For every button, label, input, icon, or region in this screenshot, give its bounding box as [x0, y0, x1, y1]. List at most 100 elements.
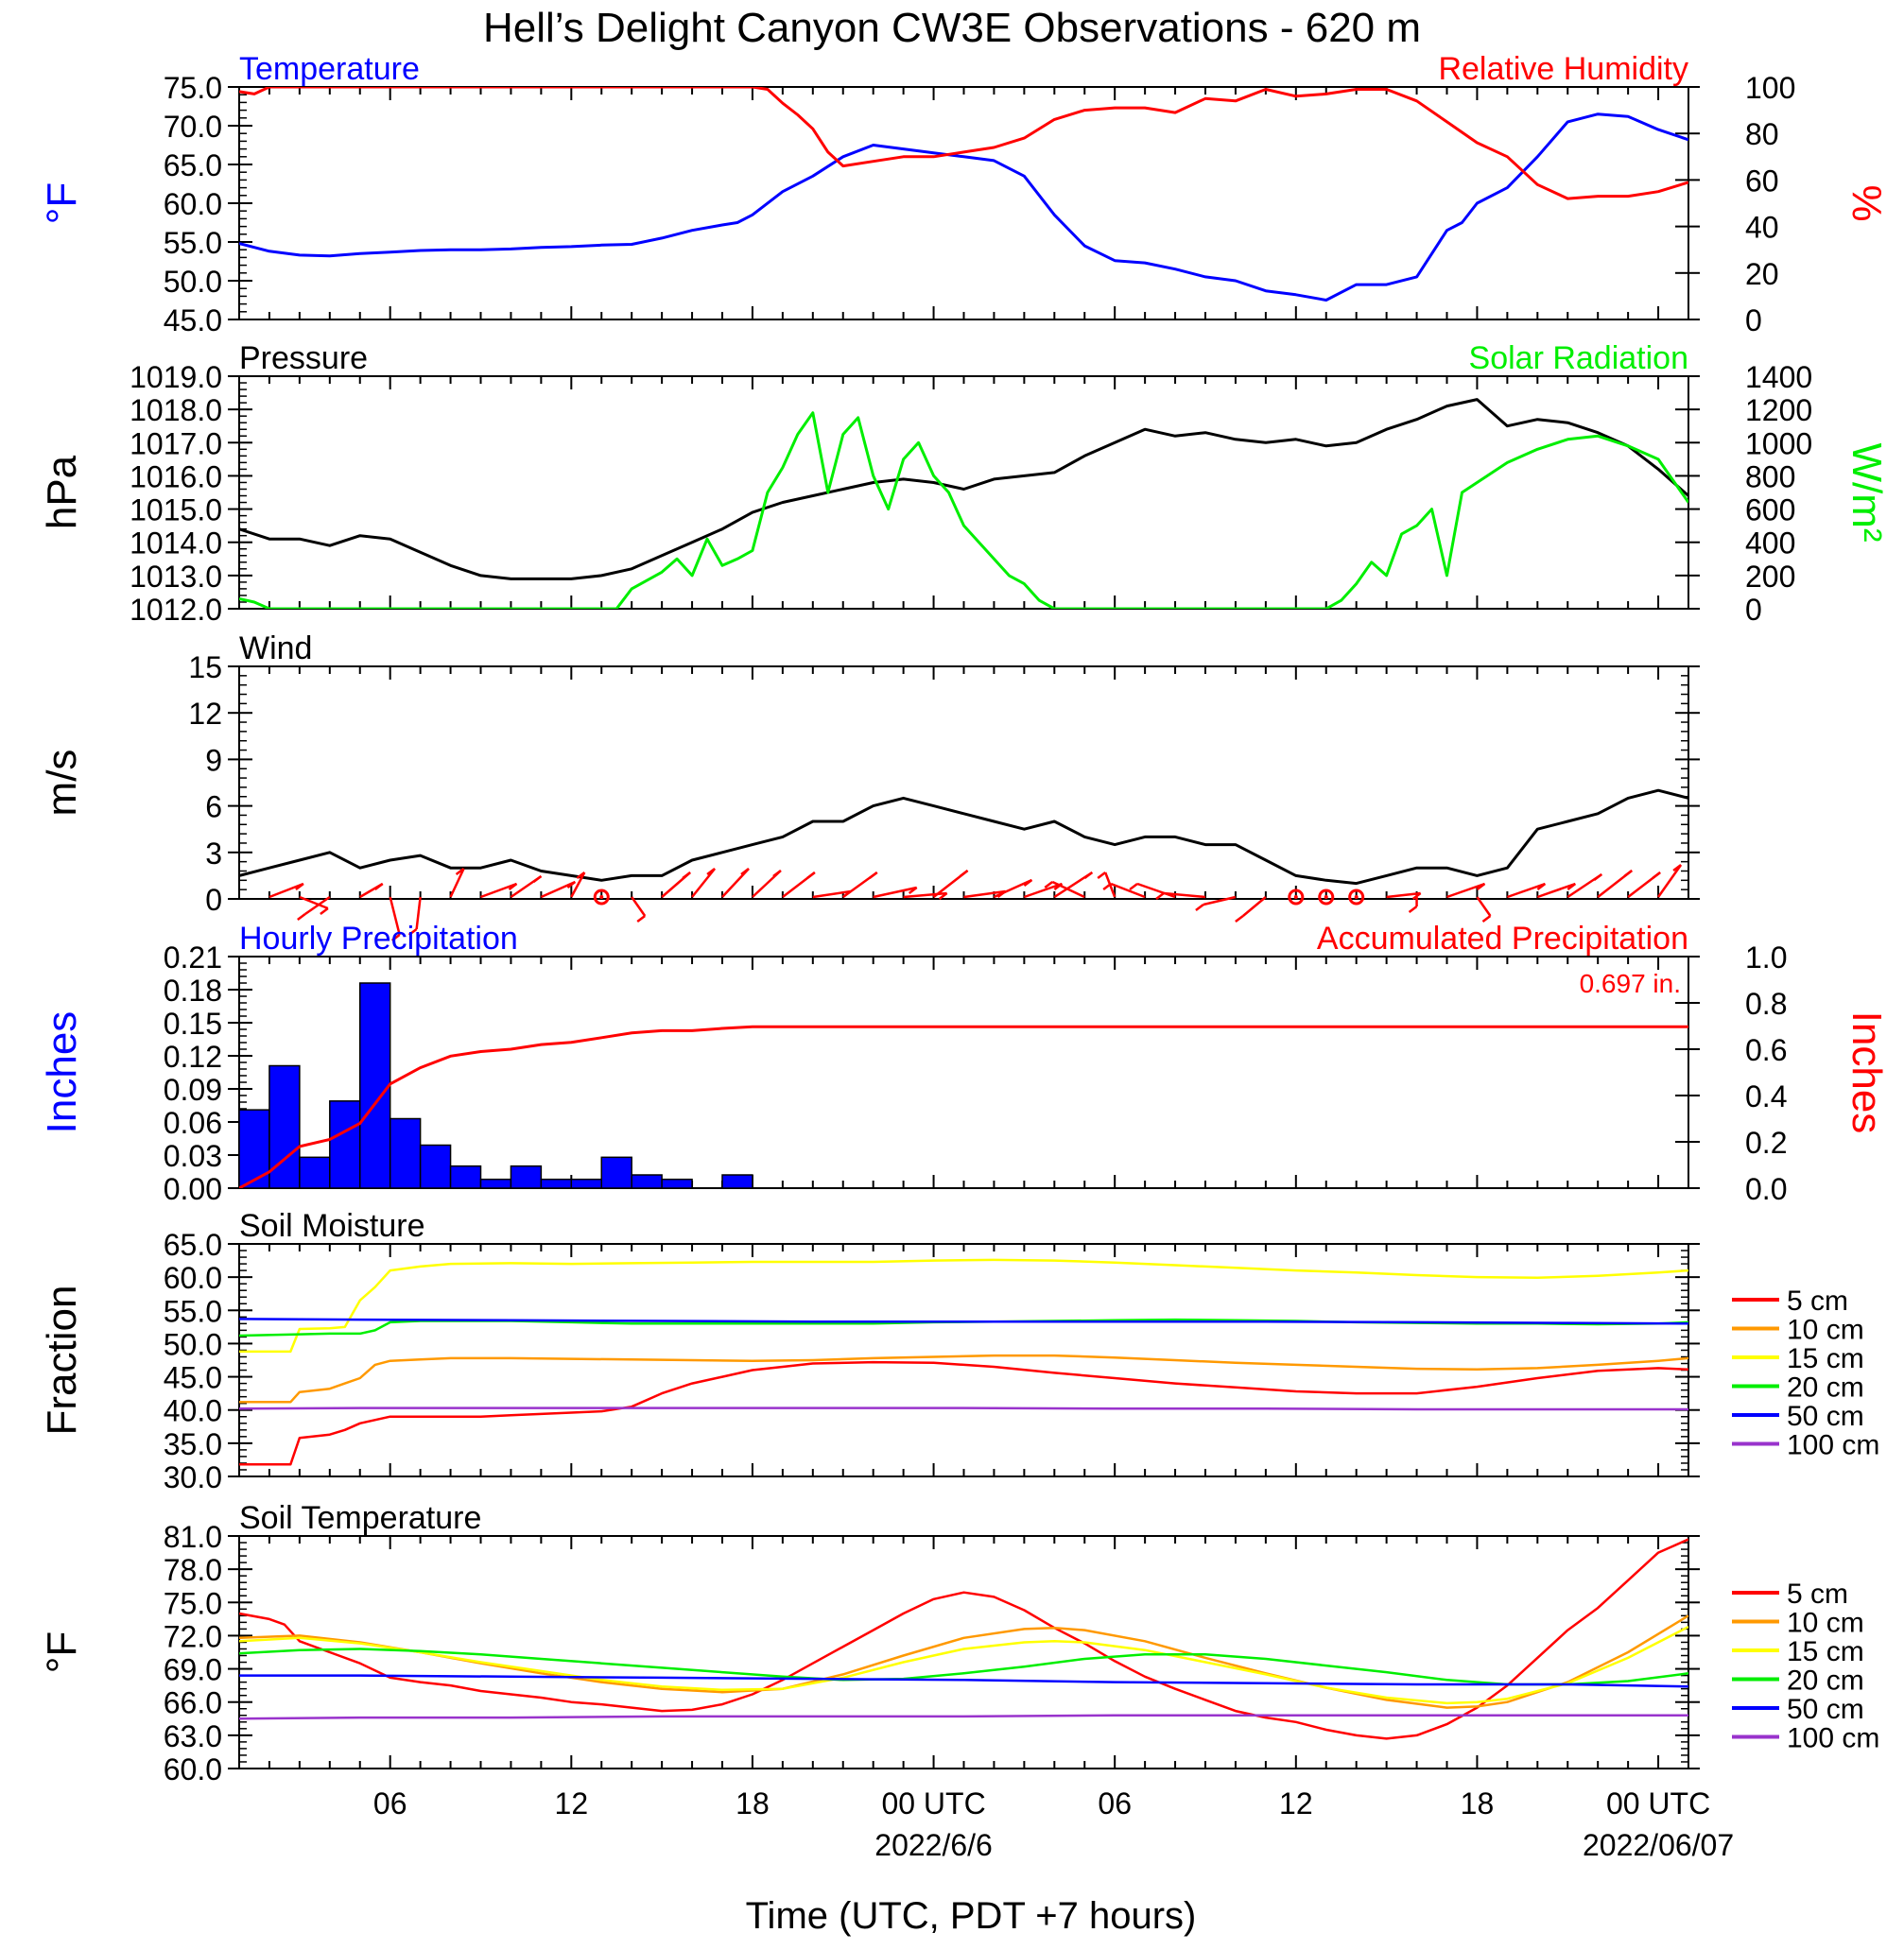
wind-barb — [540, 880, 576, 899]
precip-bar — [479, 1178, 512, 1189]
panel-frame — [238, 86, 1689, 320]
wind-barb-flag — [1536, 883, 1547, 890]
y-tick-label-left: 50.0 — [164, 1327, 222, 1361]
wind-barb-flag — [1411, 892, 1422, 900]
wind-barb — [1051, 880, 1085, 899]
y-tick-label-left: 0.15 — [164, 1007, 222, 1041]
calm-wind-dot — [1293, 895, 1298, 899]
y-tick-label-right: 80 — [1745, 117, 1779, 151]
wind-barb-flag — [772, 870, 782, 877]
wind-barb-flag — [1023, 879, 1033, 887]
y-tick-label-right: 0 — [1745, 303, 1762, 337]
wind-barb — [812, 889, 851, 899]
x-tick-label: 18 — [736, 1786, 770, 1821]
wind-barb — [1110, 882, 1146, 899]
wind-barb-flag — [740, 868, 750, 875]
y-tick-label-right: 200 — [1745, 560, 1795, 594]
legend-label: 20 cm — [1787, 1372, 1864, 1404]
y-tick-label-left: 1013.0 — [130, 560, 222, 594]
calm-wind-circle — [593, 889, 610, 906]
wind-barb — [389, 896, 401, 936]
y-tick-label-left: 63.0 — [164, 1719, 222, 1753]
wind-barb-flag — [1129, 883, 1138, 890]
y-tick-label-left: 78.0 — [164, 1553, 222, 1587]
y-tick-label-left: 0.12 — [164, 1040, 222, 1074]
wind-barb-flag — [407, 928, 418, 936]
wind-barb-flag — [1566, 883, 1577, 890]
panel-precip: 0.210.180.150.120.090.060.030.00 1.0 0.8 0.… — [39, 921, 1890, 1206]
panel-soil_moisture: 65.060.055.050.045.040.035.030.0 Soil Moi… — [39, 1208, 1879, 1494]
wind-barb — [1657, 864, 1683, 898]
y-tick-label-left: 3 — [205, 837, 222, 871]
panel-title-right: Relative Humidity — [1438, 51, 1688, 87]
series-line-10-cm — [239, 1614, 1688, 1709]
precip-bar — [389, 1117, 422, 1189]
wind-barb — [1476, 896, 1492, 917]
wind-barb — [1242, 896, 1267, 917]
panel-pressure_solar: 1019.01018.01017.01016.01015.01014.01013… — [39, 340, 1890, 627]
panel-title-right: Solar Radiation — [1469, 340, 1688, 376]
wind-barb-flag — [1672, 864, 1682, 871]
wind-barb-flag — [1623, 870, 1633, 877]
y-tick-label-left: 1012.0 — [130, 593, 222, 627]
y-tick-label-left: 55.0 — [164, 226, 222, 260]
precip-bar — [449, 1165, 482, 1189]
wind-barb-flag — [869, 871, 878, 879]
y-tick-label-right: 1.0 — [1745, 940, 1787, 975]
series-line-relative-humidity — [239, 87, 1688, 200]
wind-barb — [631, 896, 647, 917]
y-tick-label-right: 100 — [1745, 71, 1795, 105]
wind-barb-flag — [566, 881, 577, 889]
panel-title-left: Soil Moisture — [239, 1208, 425, 1244]
calm-wind-circle — [1288, 889, 1305, 906]
wind-barb — [299, 895, 329, 910]
y-tick-label-left: 65.0 — [164, 148, 222, 182]
precip-bar — [238, 1109, 270, 1189]
panel-frame — [238, 375, 1689, 610]
precip-bar — [721, 1174, 753, 1189]
series-line-temperature — [239, 112, 1688, 302]
panel-title-left: Hourly Precipitation — [239, 921, 518, 957]
wind-barb-flag — [390, 934, 401, 941]
y-tick-label-right: 1400 — [1745, 360, 1812, 394]
x-tick-label: 18 — [1461, 1786, 1495, 1821]
legend-label: 5 cm — [1787, 1286, 1848, 1317]
wind-barb-flag — [908, 887, 918, 894]
panel-temp_rh: 75.0 70.0 65.0 60.0 55.0 50.0 45.0 100 80 60 40 20 0… — [39, 51, 1890, 337]
y-tick-label-left: 9 — [205, 743, 222, 777]
panel-title-right: Accumulated Precipitation — [1317, 921, 1688, 957]
y-tick-label-right: 1000 — [1745, 426, 1812, 460]
y-axis-label-left: °F — [39, 182, 85, 224]
legend-label: 100 cm — [1787, 1430, 1879, 1461]
calm-wind-circle — [1348, 889, 1365, 906]
wind-barb-flag — [455, 868, 465, 875]
y-axis-label-left: °F — [39, 1631, 85, 1673]
wind-barb-flag — [636, 915, 646, 923]
wind-barb — [1536, 882, 1576, 899]
series-line-15-cm — [239, 1258, 1688, 1354]
precip-bar — [299, 1156, 331, 1189]
wind-barb-flag — [297, 913, 306, 921]
series-line-20-cm — [239, 1648, 1688, 1686]
wind-barb — [1446, 882, 1485, 899]
panel-title-left: Soil Temperature — [239, 1500, 481, 1536]
y-axis-label-left: Fraction — [39, 1286, 85, 1436]
series-line-5-cm — [239, 1360, 1688, 1466]
precip-bar — [329, 1100, 361, 1189]
wind-barb — [304, 895, 331, 916]
y-tick-label-right: 20 — [1745, 257, 1779, 291]
y-tick-label-left: 66.0 — [164, 1686, 222, 1720]
wind-barb-flag — [1408, 906, 1418, 913]
y-tick-label-left: 70.0 — [164, 110, 222, 144]
series-line-50-cm — [239, 1318, 1688, 1325]
panel-frame — [238, 956, 1689, 1189]
wind-barb-flag — [959, 870, 969, 877]
panel-frame — [238, 665, 1689, 900]
wind-barb — [993, 878, 1032, 899]
y-tick-label-left: 45.0 — [164, 1361, 222, 1395]
series-line-solar-radiation — [239, 411, 1688, 609]
accum-precip-line — [239, 1025, 1688, 1188]
series-line-5-cm — [239, 1538, 1688, 1740]
precip-bar — [419, 1144, 452, 1189]
y-tick-label-left: 1019.0 — [130, 360, 222, 394]
